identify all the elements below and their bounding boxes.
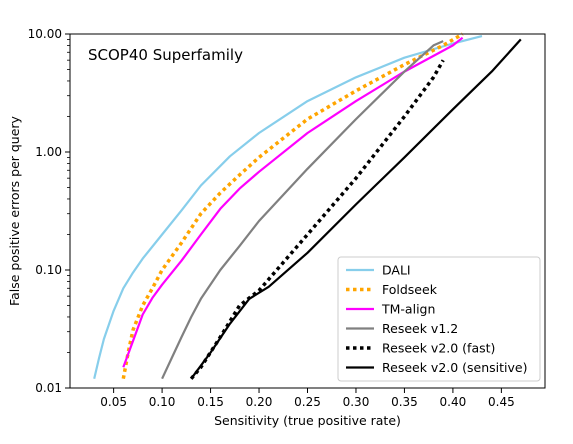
series-line-2 [121,32,464,380]
legend-label: Reseek v2.0 (fast) [382,341,495,356]
chart-annotation: SCOP40 Superfamily [88,46,243,64]
series-line-6 [190,38,522,380]
x-axis-label: Sensitivity (true positive rate) [214,413,401,428]
legend-label: Foldseek [382,282,438,297]
x-tick-label: 0.30 [343,395,370,409]
y-axis-label: False positive errors per query [7,115,22,306]
legend-box [337,256,541,382]
series-line-3 [122,36,464,368]
legend-label: Reseek v2.0 (sensitive) [382,360,528,375]
series-line-1 [93,35,483,379]
x-tick-label: 0.40 [440,395,467,409]
legend-label: TM-align [381,302,435,317]
legend: DALI Foldseek TM-align Reseek v1.2 Reseek v2… [337,256,541,382]
y-tick-label: 0.01 [35,381,62,395]
x-tick-label: 0.25 [294,395,321,409]
x-tick-label: 0.10 [149,395,176,409]
legend-label: Reseek v1.2 [382,321,458,336]
series-line-4 [161,40,444,380]
y-tick-label: 10.00 [28,27,62,41]
x-tick-label: 0.05 [100,395,127,409]
series-line-5 [189,59,445,380]
x-tick-label: 0.20 [246,395,273,409]
y-tick-label: 1.00 [35,145,62,159]
y-tick-label: 0.10 [35,263,62,277]
x-tick-label: 0.45 [488,395,515,409]
x-tick-label: 0.35 [391,395,418,409]
x-tick-label: 0.15 [197,395,224,409]
legend-label: DALI [382,263,411,278]
